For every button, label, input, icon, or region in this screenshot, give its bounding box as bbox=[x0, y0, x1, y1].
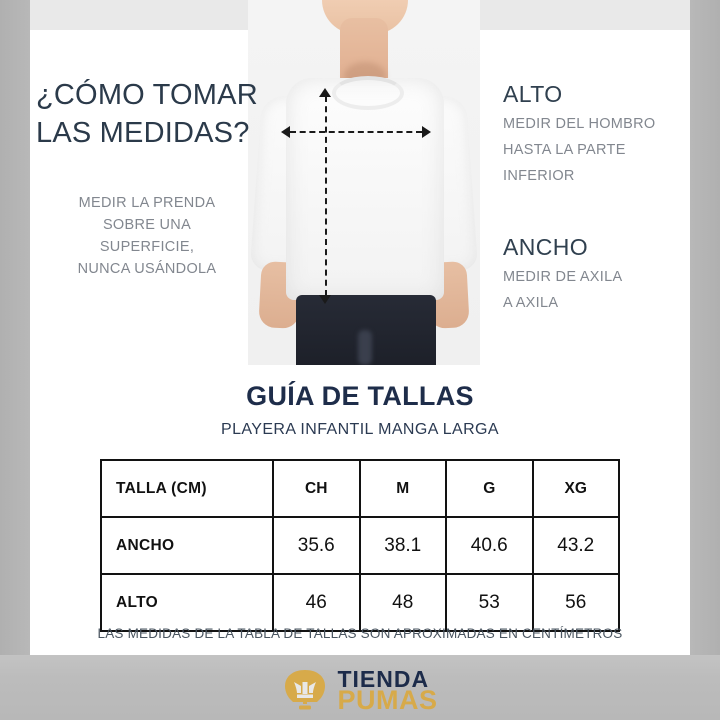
measurements-disclaimer: LAS MEDIDAS DE LA TABLA DE TALLAS SON AP… bbox=[97, 626, 623, 641]
table-header-g: G bbox=[445, 459, 534, 518]
brand-logo: TIENDA PUMAS bbox=[0, 662, 720, 720]
logo-word-tienda: TIENDA bbox=[337, 666, 430, 692]
how-to-measure-heading-line1: ¿CÓMO TOMAR bbox=[36, 79, 258, 111]
measure-note-line3: SUPERFICIE, bbox=[99, 239, 195, 255]
ancho-desc-line1: MEDIR DE AXILA bbox=[503, 269, 623, 285]
alto-arrow-line bbox=[325, 96, 327, 296]
table-header-xg: XG bbox=[531, 459, 620, 518]
size-guide-title: GUÍA DE TALLAS bbox=[246, 381, 474, 411]
alto-arrow-head-top-icon bbox=[319, 88, 331, 97]
table-header-talla: TALLA (CM) bbox=[100, 459, 274, 518]
alto-desc-line1: MEDIR DEL HOMBRO bbox=[503, 116, 656, 132]
footer-band bbox=[0, 655, 720, 720]
cell-ancho-xg: 43.2 bbox=[531, 516, 620, 575]
cell-alto-xg: 56 bbox=[531, 573, 620, 632]
cell-ancho-g: 40.6 bbox=[445, 516, 534, 575]
ancho-arrow-head-left-icon bbox=[281, 126, 290, 138]
table-header-ch: CH bbox=[272, 459, 361, 518]
shirt-collar bbox=[332, 76, 404, 110]
cell-ancho-m: 38.1 bbox=[358, 516, 447, 575]
alto-desc-line3: INFERIOR bbox=[503, 168, 575, 184]
ancho-desc-line2: A AXILA bbox=[503, 295, 559, 311]
size-table: TALLA (CM) CH M G XG ANCHO 35.6 38.1 40.… bbox=[100, 459, 620, 632]
measure-note-line2: SOBRE UNA bbox=[102, 217, 192, 233]
table-header-m: M bbox=[358, 459, 447, 518]
shirt-body bbox=[286, 78, 444, 300]
frame-right-edge bbox=[690, 0, 720, 660]
measure-note-line4: NUNCA USÁNDOLA bbox=[77, 261, 217, 277]
alto-title: ALTO bbox=[503, 81, 563, 107]
cell-alto-g: 53 bbox=[445, 573, 534, 632]
table-row: ANCHO 35.6 38.1 40.6 43.2 bbox=[100, 516, 620, 575]
alto-arrow-head-bottom-icon bbox=[319, 295, 331, 304]
table-header-row: TALLA (CM) CH M G XG bbox=[100, 459, 620, 518]
cell-ancho-ch: 35.6 bbox=[272, 516, 361, 575]
logo-word-pumas: PUMAS bbox=[337, 685, 438, 716]
size-guide-subtitle: PLAYERA INFANTIL MANGA LARGA bbox=[221, 421, 499, 438]
cell-alto-ch: 46 bbox=[272, 573, 361, 632]
model-jeans-seam bbox=[358, 330, 372, 365]
ancho-arrow-line bbox=[290, 131, 422, 133]
model-photo bbox=[248, 0, 480, 365]
frame-left-edge bbox=[0, 0, 30, 660]
table-row: ALTO 46 48 53 56 bbox=[100, 573, 620, 632]
how-to-measure-heading-line2: LAS MEDIDAS? bbox=[36, 117, 250, 149]
table-row-label-alto: ALTO bbox=[100, 573, 274, 632]
measure-note-line1: MEDIR LA PRENDA bbox=[78, 195, 216, 211]
ancho-title: ANCHO bbox=[503, 234, 589, 260]
ancho-group: ANCHO MEDIR DE AXILA A AXILA bbox=[503, 233, 683, 314]
logo-wordmark: TIENDA PUMAS bbox=[337, 666, 438, 716]
alto-desc-line2: HASTA LA PARTE bbox=[503, 142, 626, 158]
ancho-arrow-head-right-icon bbox=[422, 126, 431, 138]
cell-alto-m: 48 bbox=[358, 573, 447, 632]
pumas-head-icon bbox=[285, 670, 326, 710]
table-row-label-ancho: ANCHO bbox=[100, 516, 274, 575]
measurement-definitions-block: ALTO MEDIR DEL HOMBRO HASTA LA PARTE INF… bbox=[503, 80, 683, 314]
how-to-measure-block: ¿CÓMO TOMAR LAS MEDIDAS? MEDIR LA PRENDA… bbox=[36, 76, 258, 280]
